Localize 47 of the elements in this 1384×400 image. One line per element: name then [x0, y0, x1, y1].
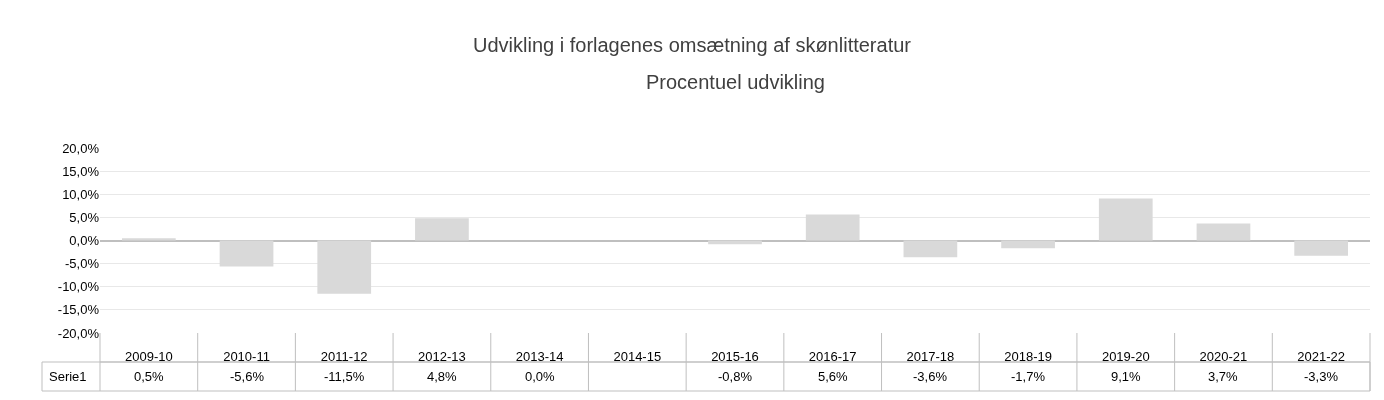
y-tick-label: -20,0% — [57, 325, 100, 341]
y-tick-label: 5,0% — [69, 209, 100, 225]
bar — [1098, 198, 1153, 241]
data-label: -3,6% — [913, 369, 948, 384]
x-tick-label: 2011-12 — [320, 349, 368, 364]
bar — [121, 238, 176, 241]
x-tick-label: 2009-10 — [124, 349, 173, 364]
data-label: 5,6% — [818, 369, 849, 384]
x-tick-label: 2020-21 — [1199, 349, 1248, 364]
x-tick-label: 2012-13 — [418, 349, 466, 364]
y-tick-label: 20,0% — [62, 140, 100, 156]
data-label: -5,6% — [230, 369, 265, 384]
x-tick-label: 2014-15 — [613, 349, 662, 364]
x-tick-label: 2018-19 — [1004, 349, 1052, 364]
y-tick-label: -15,0% — [57, 302, 100, 318]
x-tick-label: 2010-11 — [223, 349, 270, 364]
x-tick-label: 2019-20 — [1101, 349, 1150, 364]
y-tick-label: -10,0% — [57, 279, 100, 295]
data-label: 0,0% — [525, 369, 556, 384]
text: Serie1 — [49, 369, 87, 384]
y-tick-label: 0,0% — [69, 233, 100, 249]
x-tick-label: 2013-14 — [515, 349, 564, 364]
data-label: 4,8% — [427, 369, 458, 384]
data-label: 9,1% — [1111, 369, 1142, 384]
bar — [1294, 240, 1349, 256]
bar — [903, 240, 958, 258]
bar — [805, 214, 860, 241]
chart-subtitle: Procentuel udvikling — [646, 71, 825, 93]
data-label: -0,8% — [718, 369, 753, 384]
bar — [415, 218, 469, 241]
chart-title: Udvikling i forlagenes omsætning af skønlitteratur — [473, 34, 912, 56]
y-tick-label: 10,0% — [62, 186, 100, 202]
data-label: 0,5% — [134, 369, 165, 384]
y-tick-label: 15,0% — [62, 163, 100, 179]
data-label: -3,3% — [1304, 369, 1339, 384]
data-label: -1,7% — [1011, 369, 1046, 384]
bar — [219, 240, 274, 267]
bar — [1196, 223, 1251, 241]
data-label: -11,5% — [324, 369, 365, 384]
bar — [317, 240, 372, 294]
x-tick-label: 2015-16 — [711, 349, 759, 364]
data-label: 3,7% — [1208, 369, 1239, 384]
bar — [1001, 240, 1055, 249]
x-tick-label: 2021-22 — [1297, 349, 1346, 364]
x-tick-label: 2017-18 — [906, 349, 955, 364]
x-tick-label: 2016-17 — [808, 349, 857, 364]
y-tick-label: -5,0% — [65, 256, 100, 272]
